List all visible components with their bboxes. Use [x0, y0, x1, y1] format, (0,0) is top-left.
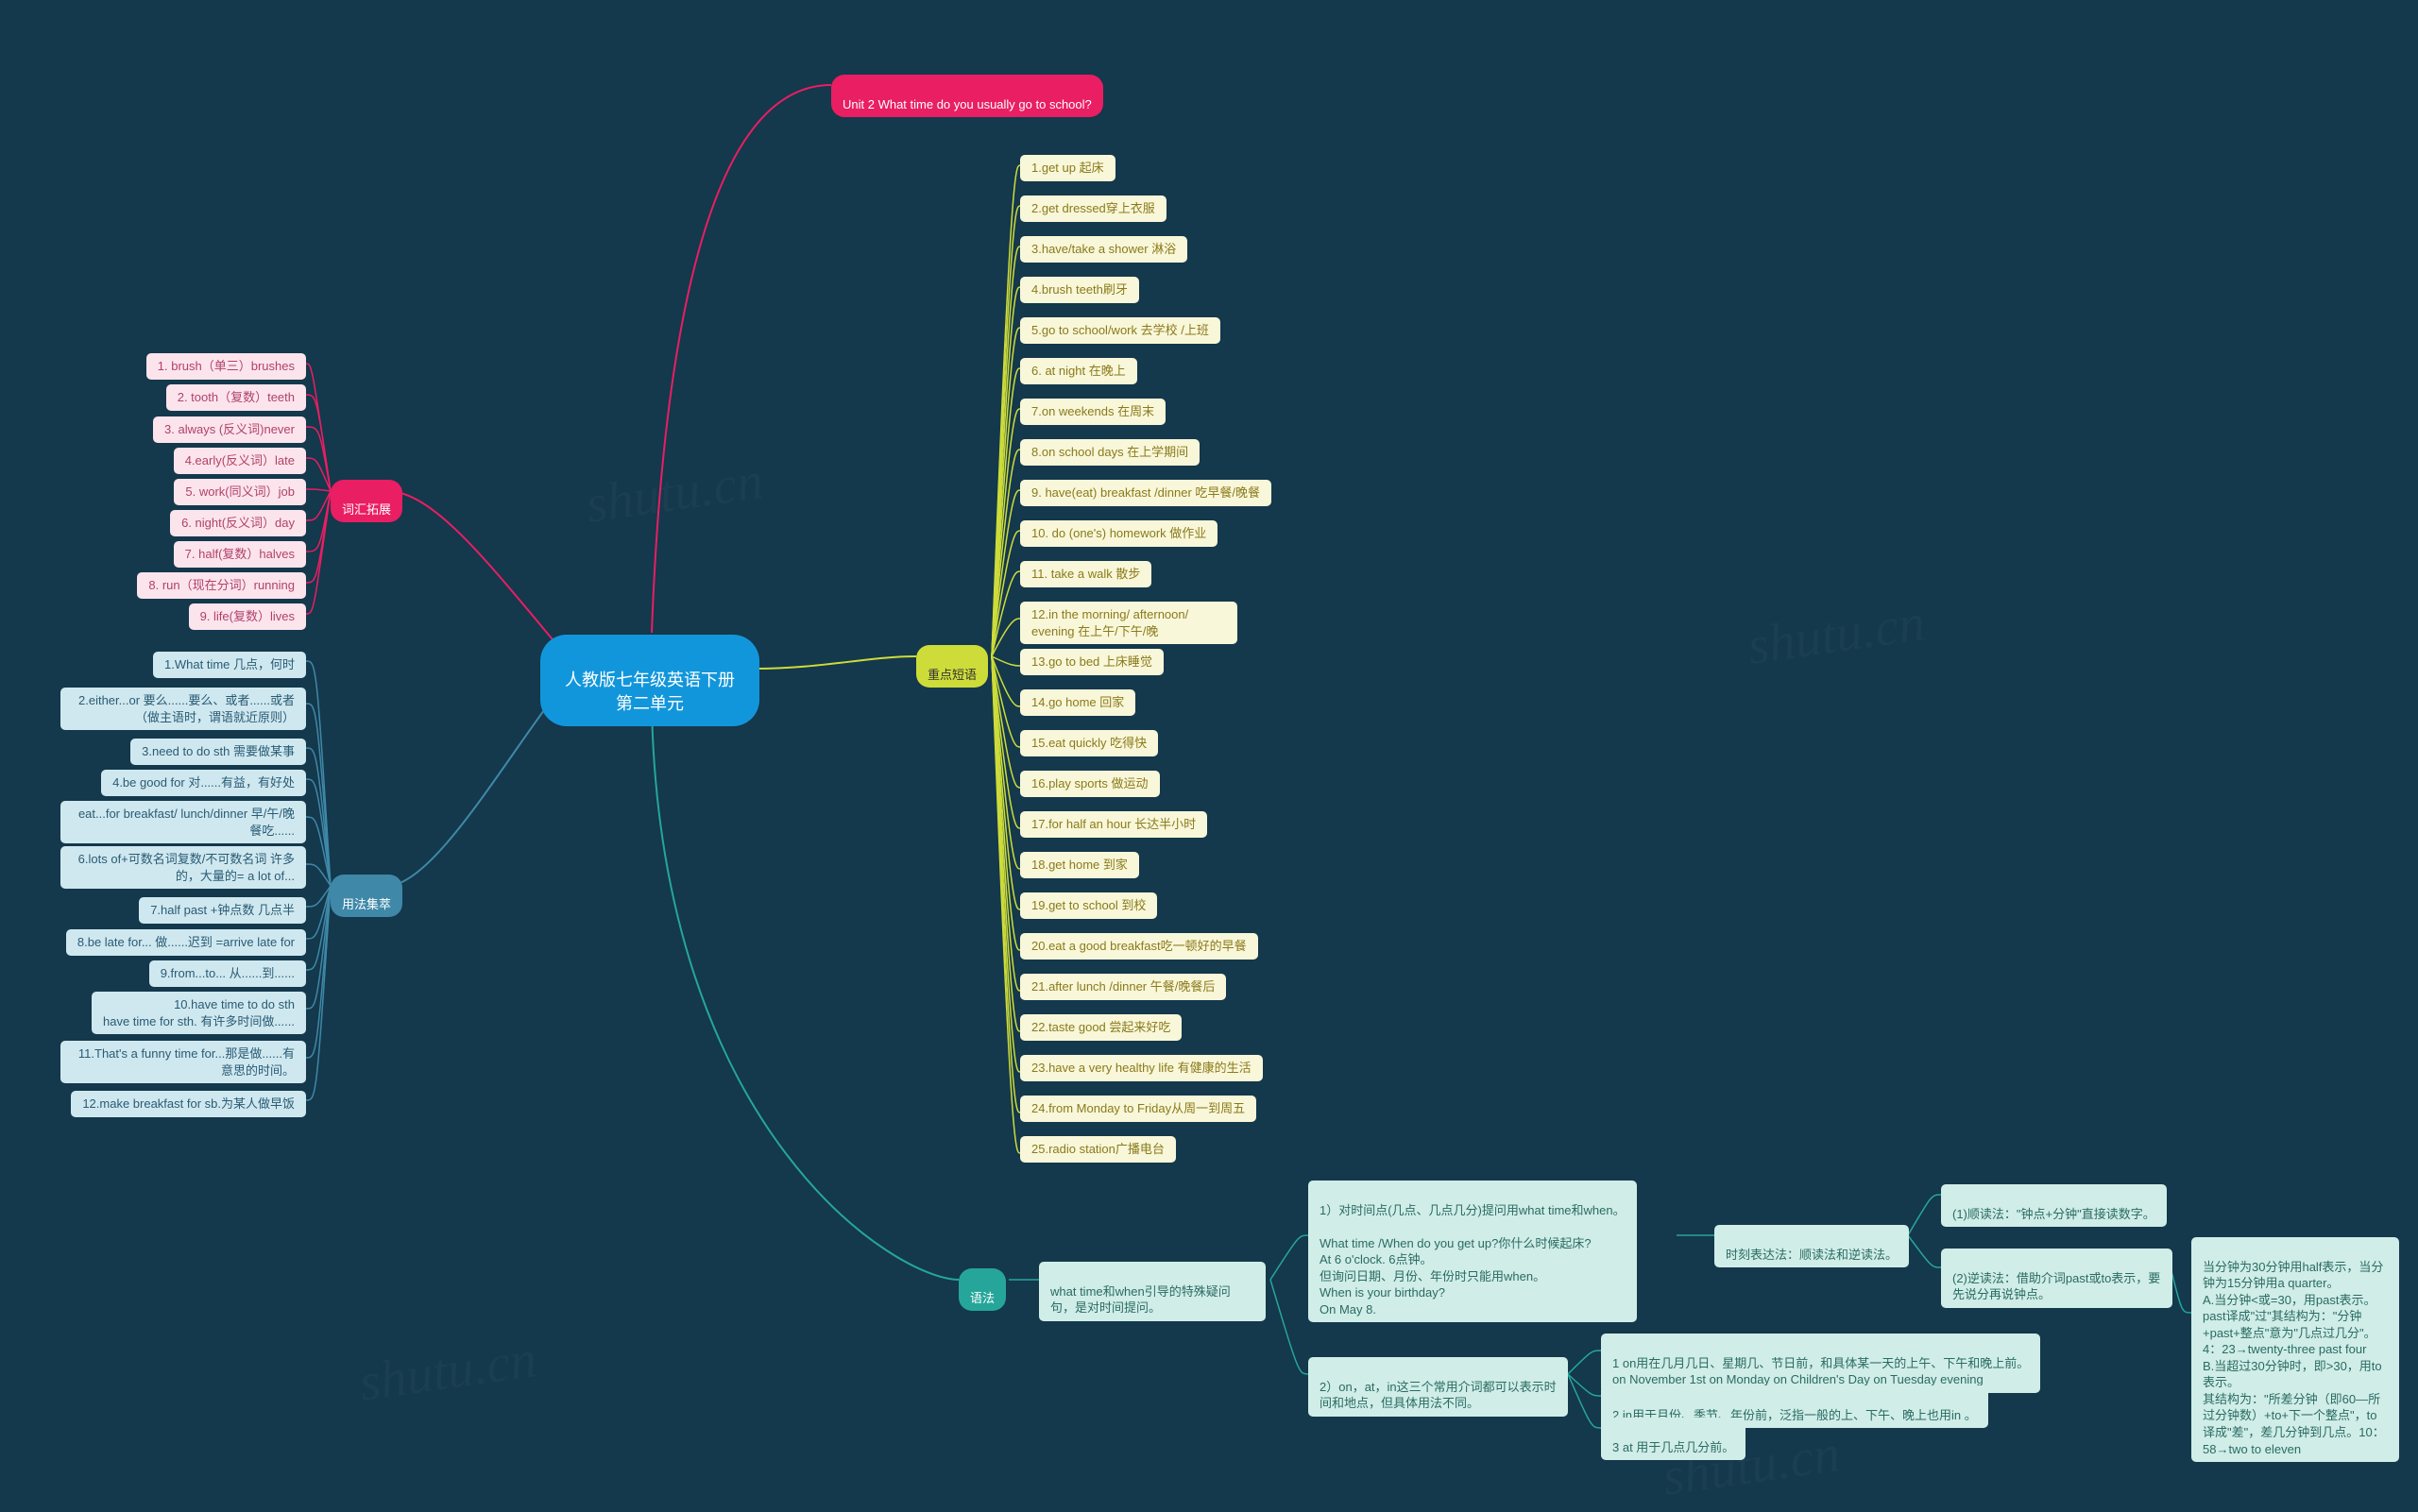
- phrase-item: 16.play sports 做运动: [1020, 771, 1160, 797]
- phrase-item: 5.go to school/work 去学校 /上班: [1020, 317, 1220, 344]
- usage-item: 9.from...to... 从......到......: [149, 960, 306, 987]
- usage-item: 2.either...or 要么......要么、或者......或者 （做主语…: [60, 688, 306, 730]
- branch-grammar: 语法: [959, 1268, 1006, 1311]
- phrase-item: 22.taste good 尝起来好吃: [1020, 1014, 1182, 1041]
- branch-grammar-label: 语法: [970, 1291, 995, 1305]
- vocab-item: 8. run（现在分词）running: [137, 572, 306, 599]
- usage-item: eat...for breakfast/ lunch/dinner 早/午/晚餐…: [60, 801, 306, 843]
- root-label: 人教版七年级英语下册第二单元: [565, 671, 735, 712]
- phrase-item: 24.from Monday to Friday从周一到周五: [1020, 1096, 1256, 1122]
- grammar-time-2pre: (2)逆读法：借助介词past或to表示，要先说分再说钟点。: [1941, 1249, 2172, 1308]
- branch-vocab-label: 词汇拓展: [342, 502, 391, 517]
- branch-vocab: 词汇拓展: [331, 480, 402, 522]
- grammar-sub2-3: 3 at 用于几点几分前。: [1601, 1418, 1745, 1460]
- grammar-sub2-text: 2）on，at，in这三个常用介词都可以表示时间和地点，但具体用法不同。: [1320, 1380, 1557, 1411]
- grammar-root-text: what time和when引导的特殊疑问句，是对时间提问。: [1050, 1284, 1231, 1316]
- branch-usage: 用法集萃: [331, 875, 402, 917]
- phrase-item: 20.eat a good breakfast吃一顿好的早餐: [1020, 933, 1258, 960]
- grammar-sub2: 2）on，at，in这三个常用介词都可以表示时间和地点，但具体用法不同。: [1308, 1357, 1568, 1417]
- usage-item: 8.be late for... 做......迟到 =arrive late …: [66, 929, 306, 956]
- usage-item: 4.be good for 对......有益，有好处: [101, 770, 306, 796]
- grammar-time-2-text: 当分钟为30分钟用half表示，当分钟为15分钟用a quarter。 A.当分…: [2203, 1260, 2385, 1456]
- vocab-item: 9. life(复数）lives: [189, 603, 306, 630]
- phrase-item: 12.in the morning/ afternoon/ evening 在上…: [1020, 602, 1237, 644]
- phrase-item: 2.get dressed穿上衣服: [1020, 195, 1166, 222]
- branch-title: Unit 2 What time do you usually go to sc…: [831, 75, 1103, 117]
- usage-item: 10.have time to do sth have time for sth…: [92, 992, 306, 1034]
- grammar-time-1-text: (1)顺读法："钟点+分钟"直接读数字。: [1952, 1207, 2155, 1221]
- grammar-sub2-3-text: 3 at 用于几点几分前。: [1612, 1440, 1734, 1454]
- branch-usage-label: 用法集萃: [342, 897, 391, 911]
- vocab-item: 4.early(反义词）late: [174, 448, 306, 474]
- phrase-item: 6. at night 在晚上: [1020, 358, 1137, 384]
- usage-item: 6.lots of+可数名词复数/不可数名词 许多的，大量的= a lot of…: [60, 846, 306, 889]
- grammar-sub2-1: 1 on用在几月几日、星期几、节日前，和具体某一天的上午、下午和晚上前。 on …: [1601, 1334, 2040, 1393]
- usage-item: 3.need to do sth 需要做某事: [130, 739, 306, 765]
- phrase-item: 14.go home 回家: [1020, 689, 1135, 716]
- root-node: 人教版七年级英语下册第二单元: [540, 635, 759, 726]
- phrase-item: 9. have(eat) breakfast /dinner 吃早餐/晚餐: [1020, 480, 1271, 506]
- phrase-item: 1.get up 起床: [1020, 155, 1115, 181]
- phrase-item: 13.go to bed 上床睡觉: [1020, 649, 1164, 675]
- phrase-item: 17.for half an hour 长达半小时: [1020, 811, 1207, 838]
- vocab-item: 7. half(复数）halves: [174, 541, 306, 568]
- vocab-item: 6. night(反义词）day: [170, 510, 306, 536]
- phrase-item: 15.eat quickly 吃得快: [1020, 730, 1158, 756]
- branch-title-label: Unit 2 What time do you usually go to sc…: [843, 97, 1092, 111]
- phrase-item: 21.after lunch /dinner 午餐/晚餐后: [1020, 974, 1226, 1000]
- grammar-sub2-1-text: 1 on用在几月几日、星期几、节日前，和具体某一天的上午、下午和晚上前。 on …: [1612, 1356, 2029, 1387]
- phrase-item: 3.have/take a shower 淋浴: [1020, 236, 1187, 263]
- phrase-item: 25.radio station广播电台: [1020, 1136, 1176, 1163]
- phrase-item: 10. do (one's) homework 做作业: [1020, 520, 1218, 547]
- grammar-time-2pre-text: (2)逆读法：借助介词past或to表示，要先说分再说钟点。: [1952, 1271, 2160, 1302]
- grammar-time-1: (1)顺读法："钟点+分钟"直接读数字。: [1941, 1184, 2167, 1227]
- usage-item: 11.That's a funny time for...那是做......有意…: [60, 1041, 306, 1083]
- branch-phrases-label: 重点短语: [928, 668, 977, 682]
- phrase-item: 7.on weekends 在周末: [1020, 399, 1166, 425]
- grammar-time-method-text: 时刻表达法：顺读法和逆读法。: [1726, 1248, 1898, 1262]
- usage-item: 12.make breakfast for sb.为某人做早饭: [71, 1091, 306, 1117]
- usage-item: 7.half past +钟点数 几点半: [139, 897, 306, 924]
- usage-item: 1.What time 几点，何时: [153, 652, 306, 678]
- grammar-time-method: 时刻表达法：顺读法和逆读法。: [1714, 1225, 1909, 1267]
- phrase-item: 11. take a walk 散步: [1020, 561, 1151, 587]
- vocab-item: 2. tooth（复数）teeth: [166, 384, 306, 411]
- grammar-sub1: 1）对时间点(几点、几点几分)提问用what time和when。 What t…: [1308, 1181, 1637, 1322]
- vocab-item: 3. always (反义词)never: [153, 416, 306, 443]
- phrase-item: 23.have a very healthy life 有健康的生活: [1020, 1055, 1263, 1081]
- grammar-root: what time和when引导的特殊疑问句，是对时间提问。: [1039, 1262, 1266, 1321]
- grammar-time-2: 当分钟为30分钟用half表示，当分钟为15分钟用a quarter。 A.当分…: [2191, 1237, 2399, 1462]
- branch-phrases: 重点短语: [916, 645, 988, 688]
- phrase-item: 19.get to school 到校: [1020, 892, 1157, 919]
- vocab-item: 1. brush（单三）brushes: [146, 353, 306, 380]
- phrase-item: 4.brush teeth刷牙: [1020, 277, 1139, 303]
- phrase-item: 8.on school days 在上学期间: [1020, 439, 1200, 466]
- phrase-item: 18.get home 到家: [1020, 852, 1139, 878]
- grammar-sub1-text: 1）对时间点(几点、几点几分)提问用what time和when。 What t…: [1320, 1203, 1626, 1317]
- vocab-item: 5. work(同义词）job: [174, 479, 306, 505]
